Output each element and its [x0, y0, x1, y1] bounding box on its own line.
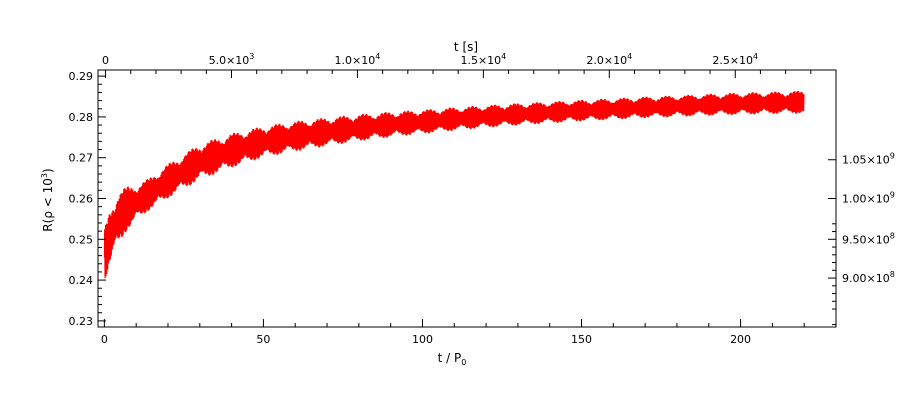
top-x-tick-label: 1.5×104: [460, 52, 506, 67]
x-axis-title-subscript: 0: [461, 358, 466, 367]
right-y-tick-exponent: 9: [890, 152, 895, 161]
top-x-tick-mantissa: 5.0×10: [209, 54, 250, 67]
top-x-tick-mantissa: 1.5×10: [460, 54, 501, 67]
right-y-tick-label: 1.05×109: [842, 152, 895, 167]
top-x-axis: 0 5.0×103 1.0×104 1.5×104 2.0×104 2.5×104: [102, 52, 812, 78]
top-x-tick-mantissa: 2.5×10: [712, 54, 753, 67]
y-tick-label: 0.28: [69, 111, 94, 124]
top-x-tick-exponent: 4: [753, 52, 758, 61]
top-x-tick-mantissa: 0: [102, 54, 109, 67]
y-axis-title: R(ρ < 103): [40, 168, 55, 231]
x-tick-label: 50: [256, 333, 270, 346]
right-y-tick-exponent: 8: [890, 231, 895, 240]
top-x-tick-mantissa: 2.0×10: [586, 54, 627, 67]
top-x-tick-label: 1.0×104: [335, 52, 381, 67]
top-x-tick-exponent: 4: [501, 52, 506, 61]
y-tick-label: 0.24: [69, 274, 94, 287]
right-y-tick-label: 9.50×108: [842, 231, 895, 246]
y-tick-label: 0.23: [69, 315, 94, 328]
series-line: [103, 90, 805, 279]
y-tick-label: 0.29: [69, 70, 94, 83]
y-axis-title-end: ): [41, 168, 55, 173]
right-y-tick-mantissa: 1.05×10: [842, 154, 890, 167]
y-tick-label: 0.25: [69, 233, 94, 246]
right-y-tick-exponent: 8: [890, 270, 895, 279]
y-axis-title-main: R(ρ < 10: [41, 178, 55, 232]
right-y-tick-mantissa: 9.00×10: [842, 272, 890, 285]
top-x-axis-title: t [s]: [454, 40, 478, 54]
data-layer: [103, 90, 805, 279]
x-tick-label: 200: [730, 333, 751, 346]
top-x-tick-label: 5.0×103: [209, 52, 255, 67]
right-y-tick-mantissa: 1.00×10: [842, 193, 890, 206]
top-x-tick-exponent: 4: [375, 52, 380, 61]
right-y-tick-mantissa: 9.50×10: [842, 233, 890, 246]
y-tick-label: 0.26: [69, 193, 94, 206]
x-axis-title-main: t / P: [438, 351, 462, 365]
top-x-tick-label: 2.5×104: [712, 52, 758, 67]
top-x-tick-mantissa: 1.0×10: [335, 54, 376, 67]
left-y-axis: 0.23 0.24 0.25 0.26 0.27 0.28 0.29: [69, 70, 106, 328]
right-y-tick-exponent: 9: [890, 191, 895, 200]
right-y-tick-label: 1.00×109: [842, 191, 895, 206]
y-axis-title-superscript: 3: [40, 173, 49, 178]
top-x-tick-label: 2.0×104: [586, 52, 632, 67]
x-tick-label: 150: [571, 333, 592, 346]
x-tick-label: 0: [101, 333, 108, 346]
top-x-tick-exponent: 4: [627, 52, 632, 61]
x-axis-title: t / P0: [438, 351, 467, 367]
right-y-tick-label: 9.00×108: [842, 270, 895, 285]
top-x-tick-label: 0: [102, 54, 109, 67]
y-tick-label: 0.27: [69, 152, 94, 165]
x-tick-label: 100: [412, 333, 433, 346]
bottom-x-axis: 0 50 100 150 200: [101, 319, 805, 346]
top-x-tick-exponent: 3: [249, 52, 254, 61]
